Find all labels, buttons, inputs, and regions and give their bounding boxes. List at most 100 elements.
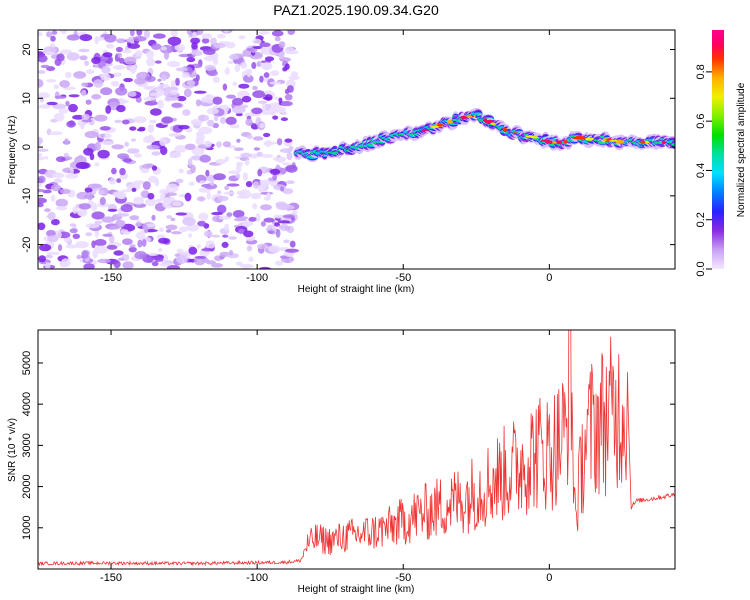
noise-blob (65, 244, 79, 249)
noise-blob (146, 144, 160, 150)
noise-blob (201, 183, 212, 188)
ridge-hot-spot (487, 120, 492, 123)
noise-blob (240, 263, 254, 269)
noise-blob (114, 119, 123, 124)
noise-blob (222, 83, 228, 91)
noise-blob (80, 122, 85, 130)
noise-blob (75, 240, 89, 249)
noise-blob (211, 234, 221, 238)
noise-blob (259, 42, 271, 47)
noise-blob (133, 196, 144, 205)
noise-blob (79, 34, 93, 42)
noise-blob (255, 213, 261, 222)
noise-blob (116, 105, 126, 113)
noise-blob (108, 234, 115, 244)
noise-blob (129, 30, 135, 37)
noise-blob (232, 81, 238, 87)
noise-blob (158, 247, 163, 252)
noise-blob (138, 126, 146, 131)
noise-blob (38, 78, 44, 88)
noise-blob (166, 265, 181, 269)
noise-blob (94, 114, 108, 122)
noise-blob (50, 35, 56, 42)
noise-blob (137, 239, 143, 248)
noise-blob (155, 198, 163, 203)
ridge-hot-spot (483, 118, 488, 122)
noise-blob (65, 100, 70, 107)
noise-blob (188, 246, 198, 255)
noise-blob (216, 141, 222, 148)
noise-blob (282, 188, 294, 195)
snr-y-tick-label-2: 3000 (21, 433, 33, 457)
noise-blob (51, 218, 60, 226)
snr-y-tick-label-3: 4000 (21, 392, 33, 416)
colorbar-tick-label-4: 0.8 (695, 64, 707, 79)
noise-blob (118, 97, 125, 102)
spectrogram-noise-blobs (38, 30, 300, 269)
snr-frame (37, 329, 676, 570)
noise-blob (159, 227, 164, 232)
noise-blob (146, 50, 155, 59)
noise-blob (258, 31, 270, 35)
noise-blob (260, 46, 266, 55)
noise-blob (224, 223, 230, 232)
noise-blob (83, 147, 94, 156)
noise-blob (256, 243, 268, 250)
noise-blob (235, 112, 243, 117)
noise-blob (263, 217, 275, 223)
noise-blob (238, 228, 245, 235)
noise-blob (280, 106, 286, 114)
noise-blob (261, 103, 266, 112)
noise-blob (84, 131, 99, 139)
noise-blob (211, 263, 224, 268)
noise-blob (195, 99, 201, 107)
noise-blob (38, 175, 46, 184)
ridge-hot-spot (420, 129, 430, 131)
snr-x-tick-label-1: -100 (246, 572, 268, 584)
noise-blob (78, 203, 91, 210)
ridge-hot-spot (563, 139, 568, 144)
noise-blob (184, 192, 192, 202)
ridge-blob (671, 143, 675, 146)
noise-blob (124, 141, 129, 147)
noise-blob (113, 260, 121, 269)
noise-blob (57, 244, 63, 252)
noise-blob (100, 87, 113, 96)
noise-blob (122, 189, 132, 193)
noise-blob (154, 178, 160, 187)
noise-blob (94, 220, 103, 224)
noise-blob (54, 95, 67, 99)
noise-blob (213, 173, 226, 181)
spectrogram-frame (37, 29, 676, 270)
noise-blob (144, 100, 158, 106)
noise-blob (234, 63, 241, 73)
noise-blob (280, 204, 295, 210)
noise-blob (102, 233, 113, 237)
noise-blob (246, 245, 253, 252)
noise-blob (134, 251, 147, 260)
noise-blob (115, 87, 128, 96)
noise-blob (122, 261, 134, 269)
noise-blob (68, 94, 80, 98)
noise-blob (150, 108, 162, 116)
noise-blob (224, 67, 230, 75)
noise-blob (129, 244, 136, 248)
noise-blob (176, 255, 188, 264)
ridge-hot-spot (556, 140, 562, 144)
noise-blob (186, 56, 196, 63)
noise-blob (111, 80, 120, 87)
noise-blob (85, 69, 95, 75)
noise-blob (124, 56, 137, 65)
noise-blob (274, 222, 280, 227)
noise-blob (164, 96, 172, 102)
snr-y-ticks: 1000 2000 3000 4000 5000 (21, 351, 675, 540)
ridge-hot-spot (549, 140, 553, 145)
noise-blob (260, 204, 272, 211)
noise-blob (236, 190, 246, 196)
noise-blob (263, 132, 271, 138)
noise-blob (66, 34, 80, 41)
noise-blob (178, 125, 190, 130)
noise-blob (217, 195, 229, 202)
noise-blob (146, 223, 156, 228)
noise-blob (264, 94, 273, 101)
